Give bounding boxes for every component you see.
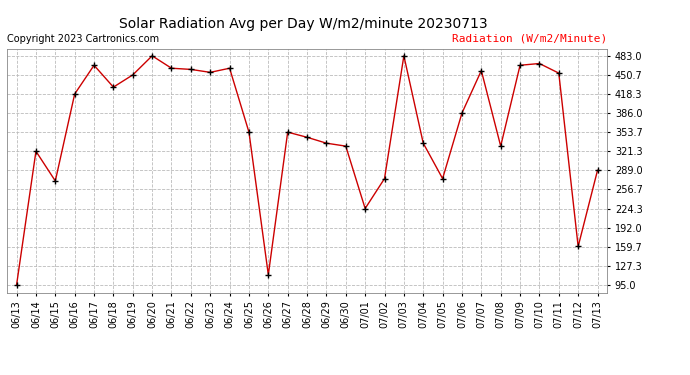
Text: Solar Radiation Avg per Day W/m2/minute 20230713: Solar Radiation Avg per Day W/m2/minute … — [119, 17, 488, 31]
Text: Copyright 2023 Cartronics.com: Copyright 2023 Cartronics.com — [7, 34, 159, 44]
Text: Radiation (W/m2/Minute): Radiation (W/m2/Minute) — [452, 34, 607, 44]
